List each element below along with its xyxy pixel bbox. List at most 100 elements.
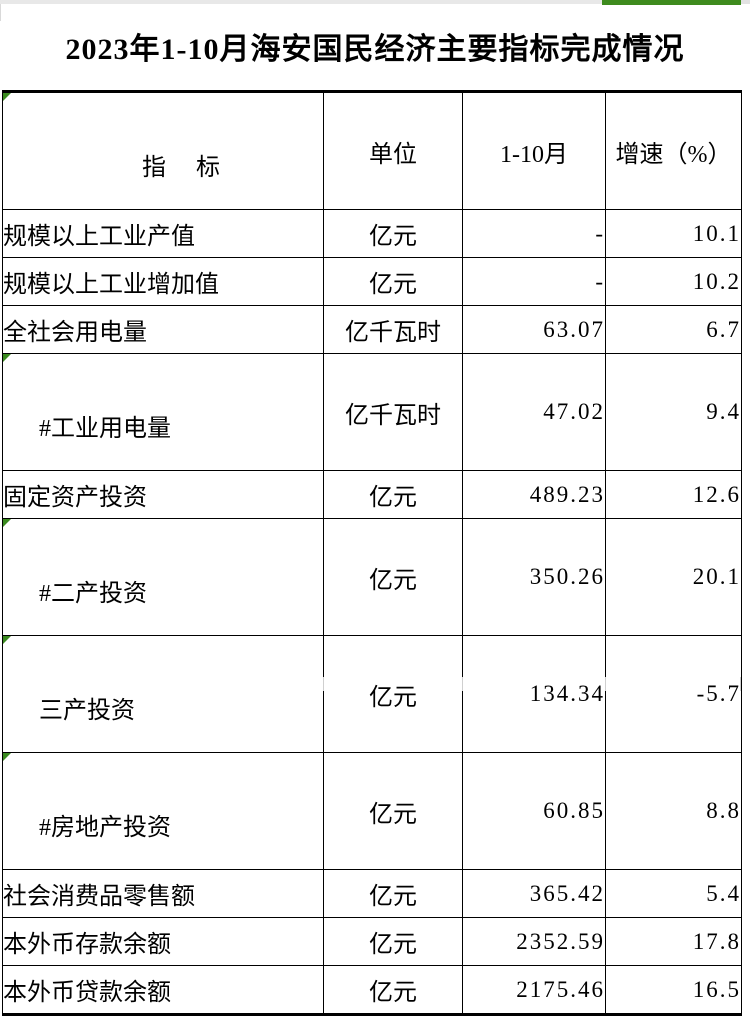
cell-value[interactable]: 60.85 <box>462 752 606 870</box>
header-label: 1-10月 <box>500 141 568 168</box>
cell-value[interactable]: - <box>462 257 606 306</box>
indicator-label: 社会消费品零售额 <box>3 884 196 910</box>
table-row: 全社会用电量 亿千瓦时 63.07 6.7 <box>2 305 742 354</box>
cell-unit[interactable]: 亿元 <box>323 518 463 636</box>
header-cell-indicator[interactable]: 指 标 <box>2 91 324 210</box>
table-row: #房地产投资 亿元 60.85 8.8 <box>2 752 742 870</box>
indicator-label: #工业用电量 <box>39 416 171 442</box>
header-label: 增速（%） <box>615 141 732 168</box>
cell-value[interactable]: 63.07 <box>462 305 606 354</box>
cell-growth[interactable]: 12.6 <box>605 470 742 519</box>
cell-indicator[interactable]: 社会消费品零售额 <box>2 869 324 918</box>
cell-indicator[interactable]: 规模以上工业增加值 <box>2 257 324 306</box>
cell-growth[interactable]: 16.5 <box>605 965 742 1015</box>
cell-growth[interactable]: 10.1 <box>605 209 742 258</box>
header-cell-unit[interactable]: 单位 <box>323 91 463 210</box>
cell-unit[interactable]: 亿元 <box>323 209 463 258</box>
unit-label: 亿千瓦时 <box>345 320 441 346</box>
cell-value[interactable]: 134.34 <box>462 635 606 753</box>
unit-label: 亿元 <box>369 884 417 910</box>
indicator-label: 固定资产投资 <box>3 485 148 511</box>
growth-text: 5.4 <box>706 880 741 906</box>
cell-indicator[interactable]: 固定资产投资 <box>2 470 324 519</box>
table-row: 规模以上工业产值 亿元 - 10.1 <box>2 209 742 258</box>
cell-growth[interactable]: 10.2 <box>605 257 742 306</box>
cell-growth[interactable]: 6.7 <box>605 305 742 354</box>
growth-text: 17.8 <box>692 928 741 954</box>
indicator-label: 规模以上工业产值 <box>3 224 196 250</box>
growth-text: 10.2 <box>692 268 741 294</box>
cell-unit[interactable]: 亿千瓦时 <box>323 353 463 471</box>
cell-growth[interactable]: 9.4 <box>605 353 742 471</box>
unit-label: 亿元 <box>369 932 417 958</box>
cell-unit[interactable]: 亿元 <box>323 635 463 753</box>
cell-unit[interactable]: 亿元 <box>323 869 463 918</box>
table-row: 固定资产投资 亿元 489.23 12.6 <box>2 470 742 519</box>
indicator-label: 规模以上工业增加值 <box>3 272 220 298</box>
cell-value[interactable]: 365.42 <box>462 869 606 918</box>
cell-unit[interactable]: 亿千瓦时 <box>323 305 463 354</box>
value-text: 2175.46 <box>516 976 605 1002</box>
indicator-label: 本外币贷款余额 <box>3 980 172 1006</box>
growth-text: 20.1 <box>692 564 741 589</box>
header-cell-growth[interactable]: 增速（%） <box>605 91 742 210</box>
growth-text: 10.1 <box>692 220 741 246</box>
spreadsheet-bottom-grid-strip <box>0 677 750 691</box>
cell-indicator[interactable]: 本外币贷款余额 <box>2 965 324 1015</box>
cell-value[interactable]: 2175.46 <box>462 965 606 1015</box>
value-text: 2352.59 <box>516 928 605 954</box>
page-title: 2023年1-10月海安国民经济主要指标完成情况 <box>65 33 685 66</box>
selection-highlight-bar <box>602 0 741 5</box>
table-row: 规模以上工业增加值 亿元 - 10.2 <box>2 257 742 306</box>
unit-label: 亿元 <box>369 485 417 511</box>
cell-value[interactable]: 350.26 <box>462 518 606 636</box>
cell-indicator[interactable]: #工业用电量 <box>2 353 324 471</box>
grid-line <box>462 677 463 691</box>
cell-growth[interactable]: -5.7 <box>605 635 742 753</box>
spreadsheet-left-grid-edge <box>0 4 1 21</box>
unit-label: 亿千瓦时 <box>345 402 441 429</box>
cell-unit[interactable]: 亿元 <box>323 752 463 870</box>
growth-text: 9.4 <box>706 399 741 424</box>
cell-value[interactable]: 47.02 <box>462 353 606 471</box>
value-text: 47.02 <box>543 399 605 424</box>
unit-label: 亿元 <box>369 272 417 298</box>
cell-unit[interactable]: 亿元 <box>323 917 463 966</box>
grid-line <box>605 677 606 691</box>
cell-unit[interactable]: 亿元 <box>323 470 463 519</box>
unit-label: 亿元 <box>369 801 417 828</box>
value-text: 365.42 <box>529 880 605 906</box>
table-row: 社会消费品零售额 亿元 365.42 5.4 <box>2 869 742 918</box>
header-label: 指 标 <box>142 155 220 181</box>
table-row: 本外币存款余额 亿元 2352.59 17.8 <box>2 917 742 966</box>
cell-error-marker-icon <box>3 93 11 101</box>
cell-growth[interactable]: 8.8 <box>605 752 742 870</box>
cell-unit[interactable]: 亿元 <box>323 965 463 1015</box>
cell-indicator[interactable]: 本外币存款余额 <box>2 917 324 966</box>
growth-text: 16.5 <box>692 976 741 1002</box>
spreadsheet-top-grid-strip-right <box>741 0 750 4</box>
cell-value[interactable]: 2352.59 <box>462 917 606 966</box>
value-text: - <box>595 268 605 294</box>
cell-growth[interactable]: 20.1 <box>605 518 742 636</box>
cell-indicator[interactable]: 规模以上工业产值 <box>2 209 324 258</box>
cell-unit[interactable]: 亿元 <box>323 257 463 306</box>
table-row: 本外币贷款余额 亿元 2175.46 16.5 <box>2 965 742 1015</box>
indicator-label: 全社会用电量 <box>3 320 148 346</box>
unit-label: 亿元 <box>369 224 417 250</box>
table-row: #工业用电量 亿千瓦时 47.02 9.4 <box>2 353 742 471</box>
indicator-label: 三产投资 <box>39 698 135 724</box>
cell-value[interactable]: 489.23 <box>462 470 606 519</box>
header-cell-period[interactable]: 1-10月 <box>462 91 606 210</box>
cell-value[interactable]: - <box>462 209 606 258</box>
cell-error-marker-icon <box>3 519 11 527</box>
cell-indicator[interactable]: #二产投资 <box>2 518 324 636</box>
value-text: 489.23 <box>529 481 605 507</box>
cell-indicator[interactable]: 全社会用电量 <box>2 305 324 354</box>
cell-error-marker-icon <box>3 636 11 644</box>
cell-indicator[interactable]: 三产投资 <box>2 635 324 753</box>
cell-growth[interactable]: 17.8 <box>605 917 742 966</box>
cell-growth[interactable]: 5.4 <box>605 869 742 918</box>
cell-indicator[interactable]: #房地产投资 <box>2 752 324 870</box>
value-text: 350.26 <box>529 564 605 589</box>
